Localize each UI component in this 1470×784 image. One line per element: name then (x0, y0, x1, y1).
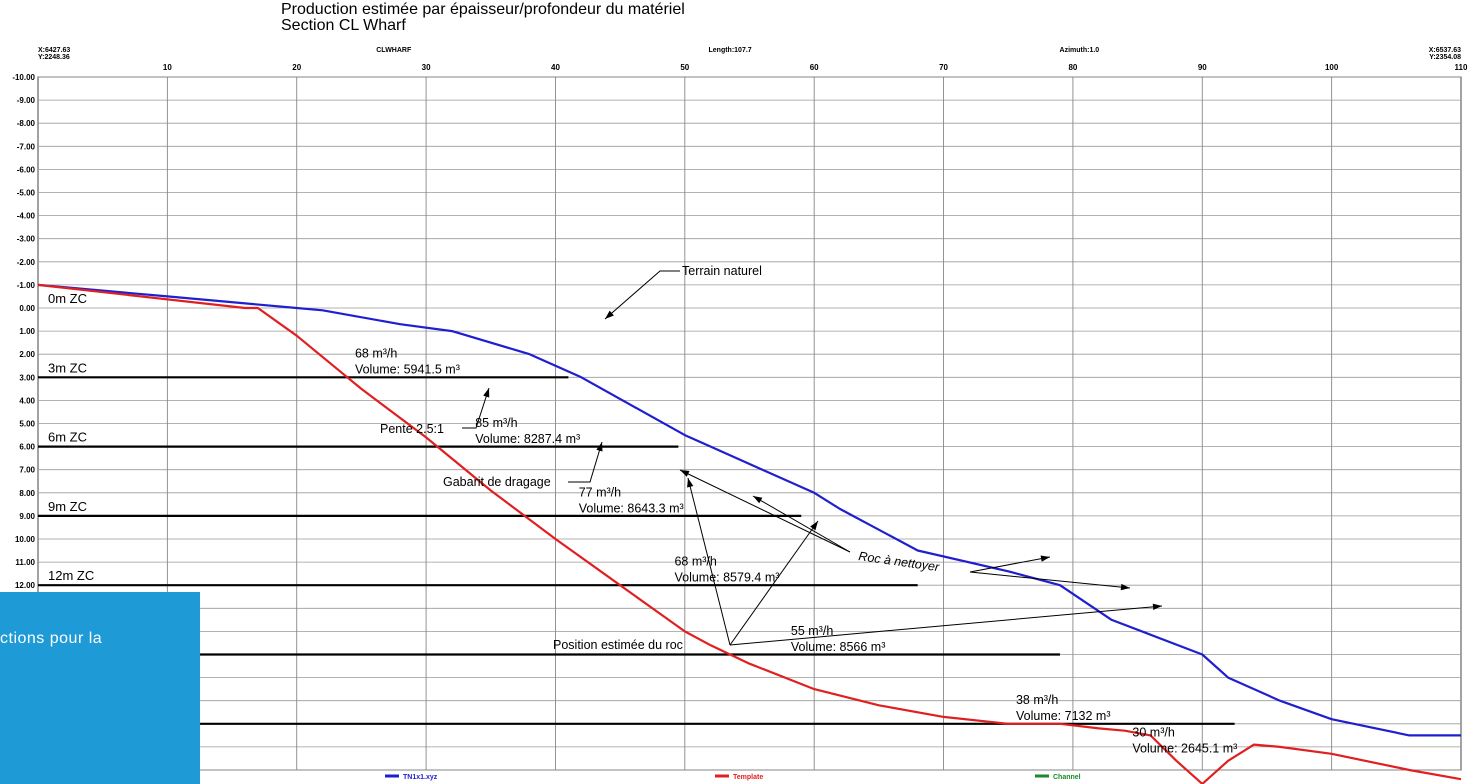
annotation-pente-arrowhead (483, 388, 490, 398)
chart-subtitle: Section CL Wharf (281, 17, 406, 34)
x-tick-label: 100 (1325, 63, 1339, 72)
y-tick-label: -1.00 (17, 281, 36, 290)
y-tick-label: 7.00 (19, 466, 35, 475)
production-volume-label: Volume: 2645.1 m³ (1132, 742, 1237, 756)
production-rate-label: 77 m³/h (579, 485, 621, 499)
y-tick-label: 10.00 (15, 535, 36, 544)
y-tick-label: 11.00 (15, 558, 35, 567)
annotation-roc-leader-2 (752, 495, 851, 553)
production-rate-label: 68 m³/h (674, 555, 716, 569)
y-tick-label: -9.00 (17, 96, 36, 105)
annotation-position-leader-3 (729, 605, 1163, 646)
slide-overlay-panel: ctions pour la (0, 592, 200, 784)
overlay-text: ctions pour la (0, 630, 103, 647)
legend-label: TN1x1.xyz (403, 774, 438, 781)
production-volume-label: Volume: 8643.3 m³ (579, 501, 684, 515)
y-tick-label: 9.00 (19, 512, 35, 521)
annotation-roc-leader-1 (679, 469, 851, 553)
y-tick-label: -3.00 (17, 235, 36, 244)
annotation-terrain-naturel: Terrain naturel (682, 264, 762, 278)
x-tick-label: 60 (810, 63, 819, 72)
x-tick-label: 90 (1198, 63, 1207, 72)
annotation-gabarit-leader (568, 441, 603, 483)
header-section-name: CLWHARF (376, 47, 412, 54)
y-tick-label: 4.00 (19, 396, 35, 405)
production-volume-label: Volume: 7132 m³ (1016, 709, 1110, 723)
production-volume-label: Volume: 5941.5 m³ (355, 363, 460, 377)
x-tick-label: 30 (422, 63, 431, 72)
y-tick-label: 0.00 (19, 304, 35, 313)
annotation-position-leader-2 (729, 520, 819, 646)
header-azimuth: Azimuth:1.0 (1060, 47, 1100, 54)
y-tick-label: -7.00 (17, 142, 36, 151)
annotation-position-arrowhead-3 (1152, 603, 1162, 610)
x-tick-label: 110 (1455, 63, 1468, 72)
y-tick-label: -5.00 (17, 189, 36, 198)
y-tick-label: 12.00 (15, 581, 36, 590)
annotation-roc-leader-3 (969, 556, 1051, 573)
production-rate-label: 85 m³/h (475, 416, 517, 430)
annotation-position-arrowhead-2 (810, 521, 818, 531)
x-tick-label: 40 (551, 63, 560, 72)
annotation-terrain-leader (604, 270, 680, 320)
annotation-pente: Pente 2.5:1 (380, 422, 444, 436)
y-tick-label: -6.00 (17, 165, 36, 174)
production-rate-label: 38 m³/h (1016, 693, 1058, 707)
header-left-coords: X:6427.63 Y:2248.36 (38, 47, 70, 61)
production-volume-label: Volume: 8566 m³ (791, 640, 886, 654)
y-tick-label: -2.00 (17, 258, 36, 267)
legend-label: Channel (1053, 774, 1081, 781)
depth-label: 3m ZC (48, 360, 87, 375)
annotation-roc-leader-4 (969, 571, 1131, 589)
annotation-pente-leader (462, 387, 490, 429)
series-line-template (37, 283, 1462, 784)
production-volume-label: Volume: 8579.4 m³ (674, 571, 779, 585)
y-tick-label: 8.00 (19, 489, 35, 498)
annotation-terrain-arrowhead (605, 310, 614, 319)
header-length: Length:107.7 (709, 47, 752, 54)
annotation-position-leader-1 (687, 477, 731, 646)
y-tick-label: -4.00 (17, 212, 36, 221)
legend-label: Template (733, 774, 763, 781)
y-tick-label: -8.00 (17, 119, 36, 128)
annotation-roc-arrowhead-2 (753, 496, 763, 504)
chart-title: Production estimée par épaisseur/profond… (281, 1, 685, 18)
depth-label: 0m ZC (48, 291, 87, 306)
production-rate-label: 55 m³/h (791, 624, 833, 638)
x-tick-label: 20 (292, 63, 301, 72)
series-line-tn1x1-xyz (37, 283, 1461, 737)
y-tick-label: -10.00 (12, 73, 35, 82)
production-rate-label: 68 m³/h (355, 347, 397, 361)
depth-label: 9m ZC (48, 499, 87, 514)
x-tick-label: 70 (939, 63, 948, 72)
annotation-position-roc: Position estimée du roc (553, 638, 683, 652)
annotation-gabarit: Gabarit de dragage (443, 475, 551, 489)
production-rate-label: 30 m³/h (1132, 726, 1174, 740)
header-right-coords: X:6537.63 Y:2354.08 (1429, 47, 1461, 61)
depth-label: 6m ZC (48, 430, 87, 445)
y-tick-label: 5.00 (19, 420, 35, 429)
production-volume-label: Volume: 8287.4 m³ (475, 432, 580, 446)
y-tick-label: 6.00 (19, 443, 35, 452)
annotation-gabarit-arrowhead (596, 442, 603, 452)
x-tick-label: 50 (680, 63, 689, 72)
annotation-roc-arrowhead-4 (1120, 583, 1130, 591)
y-tick-label: 3.00 (19, 373, 35, 382)
annotation-roc-arrowhead-1 (680, 470, 690, 477)
annotation-roc-arrowhead-3 (1040, 555, 1050, 562)
y-tick-label: 1.00 (19, 327, 35, 336)
depth-label: 12m ZC (48, 568, 94, 583)
x-tick-label: 80 (1068, 63, 1077, 72)
y-tick-label: 2.00 (19, 350, 35, 359)
annotation-position-arrowhead-1 (687, 478, 694, 488)
x-tick-label: 10 (163, 63, 172, 72)
